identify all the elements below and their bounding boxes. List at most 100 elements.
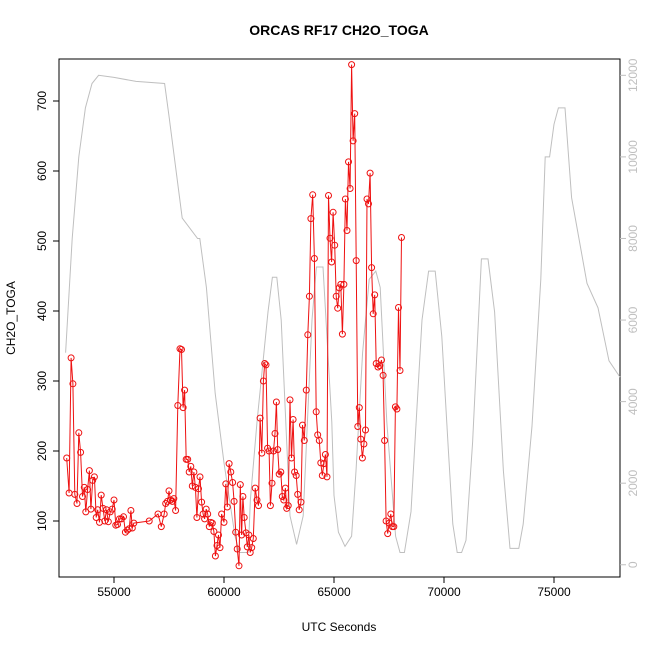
ch2o-point bbox=[357, 435, 365, 443]
ch2o-point bbox=[284, 502, 292, 510]
ch2o-point bbox=[340, 280, 348, 288]
ch2o-point bbox=[320, 460, 328, 468]
y2-tick-label: 12000 bbox=[626, 58, 640, 92]
ch2o-point bbox=[245, 531, 253, 539]
ch2o-point bbox=[170, 495, 178, 503]
ch2o-point bbox=[305, 292, 313, 300]
ch2o-point bbox=[127, 507, 135, 514]
ch2o-point bbox=[297, 498, 305, 506]
ch2o-point bbox=[193, 514, 201, 521]
chart-title: ORCAS RF17 CH2O_TOGA bbox=[249, 22, 428, 38]
ch2o-point bbox=[272, 398, 280, 406]
ch2o-point bbox=[387, 510, 395, 518]
x-tick-label: 75000 bbox=[537, 585, 571, 599]
ch2o-point bbox=[223, 503, 231, 511]
ch2o-point bbox=[371, 291, 379, 299]
ch2o-point bbox=[162, 500, 170, 507]
ch2o-point bbox=[184, 455, 192, 463]
ch2o-point bbox=[97, 491, 105, 499]
ch2o-point bbox=[222, 480, 230, 488]
ch2o-point bbox=[270, 447, 277, 455]
ch2o-point bbox=[258, 449, 266, 457]
ch2o-point bbox=[381, 437, 389, 444]
ch2o-point bbox=[240, 514, 248, 521]
ch2o-point bbox=[280, 496, 288, 504]
ch2o-point bbox=[360, 440, 368, 448]
ch2o-point bbox=[120, 513, 127, 521]
ch2o-point bbox=[125, 525, 133, 533]
ch2o-point bbox=[352, 257, 360, 265]
ch2o-point bbox=[343, 227, 351, 234]
ch2o-point bbox=[195, 485, 202, 493]
ch2o-point bbox=[190, 468, 198, 476]
ch2o-point bbox=[326, 234, 334, 242]
ch2o-point bbox=[271, 430, 279, 437]
ch2o-point bbox=[277, 468, 285, 476]
ch2o-point bbox=[334, 304, 342, 312]
ch2o-point bbox=[338, 330, 346, 338]
ch2o-point bbox=[300, 437, 308, 444]
ch2o-point bbox=[202, 505, 210, 513]
ch2o-point bbox=[368, 264, 376, 272]
ch2o-point bbox=[365, 200, 372, 208]
ch2o-point bbox=[335, 284, 343, 292]
ch2o-point bbox=[104, 518, 112, 526]
ch2o-point bbox=[309, 191, 317, 199]
ch2o-point bbox=[374, 363, 382, 371]
ch2o-point bbox=[265, 447, 273, 455]
ch2o-point bbox=[317, 459, 325, 467]
ch2o-point bbox=[358, 454, 366, 462]
ch2o-point bbox=[71, 490, 79, 498]
ch2o-point bbox=[304, 331, 312, 339]
ch2o-point bbox=[318, 472, 326, 479]
ch2o-point bbox=[395, 304, 402, 311]
ch2o-point bbox=[238, 531, 246, 539]
ch2o-point bbox=[281, 484, 289, 492]
ch2o-point bbox=[101, 517, 109, 525]
ch2o-point bbox=[218, 510, 226, 518]
y-axis-label: CH2O_TOGA bbox=[4, 281, 18, 355]
ch2o-point bbox=[235, 562, 243, 570]
y-tick-label: 700 bbox=[35, 91, 49, 111]
ch2o-point bbox=[355, 404, 363, 412]
ch2o-point bbox=[266, 502, 274, 510]
x-tick-label: 70000 bbox=[427, 585, 461, 599]
ch2o-point bbox=[292, 472, 300, 479]
ch2o-point bbox=[321, 451, 329, 458]
ch2o-point bbox=[77, 448, 85, 456]
y2-tick-label: 8000 bbox=[626, 225, 640, 252]
ch2o-point bbox=[259, 377, 267, 385]
ch2o-point bbox=[275, 470, 283, 478]
ch2o-point bbox=[312, 408, 320, 416]
y2-tick-label: 0 bbox=[626, 561, 640, 568]
ch2o-point bbox=[179, 404, 187, 412]
ch2o-point bbox=[215, 531, 222, 539]
ch2o-point bbox=[236, 481, 244, 489]
ch2o-point bbox=[232, 528, 240, 536]
ch2o-line bbox=[66, 64, 402, 566]
ch2o-point bbox=[121, 528, 129, 536]
ch2o-point bbox=[118, 515, 125, 523]
x-axis: 55000 60000 65000 70000 75000 bbox=[97, 577, 571, 599]
ch2o-point bbox=[225, 460, 233, 468]
ch2o-point bbox=[187, 462, 195, 470]
ch2o-point bbox=[116, 515, 123, 523]
ch2o-point bbox=[90, 473, 98, 481]
ch2o-point bbox=[75, 429, 83, 437]
ch2o-point bbox=[204, 510, 212, 518]
y2-tick-label: 10000 bbox=[626, 140, 640, 174]
ch2o-point bbox=[294, 490, 302, 498]
ch2o-point bbox=[291, 468, 299, 476]
y-axis-left: 100 200 300 400 500 600 700 bbox=[35, 91, 59, 531]
series-layer bbox=[63, 61, 621, 570]
ch2o-point bbox=[307, 215, 315, 223]
ch2o-point bbox=[349, 137, 357, 145]
y-tick-label: 100 bbox=[35, 511, 49, 531]
ch2o-point bbox=[302, 386, 310, 394]
ch2o-point bbox=[341, 195, 349, 203]
ch2o-point bbox=[332, 292, 340, 300]
ch2o-point bbox=[128, 524, 136, 532]
ch2o-point bbox=[261, 360, 269, 367]
ch2o-point bbox=[323, 473, 331, 481]
